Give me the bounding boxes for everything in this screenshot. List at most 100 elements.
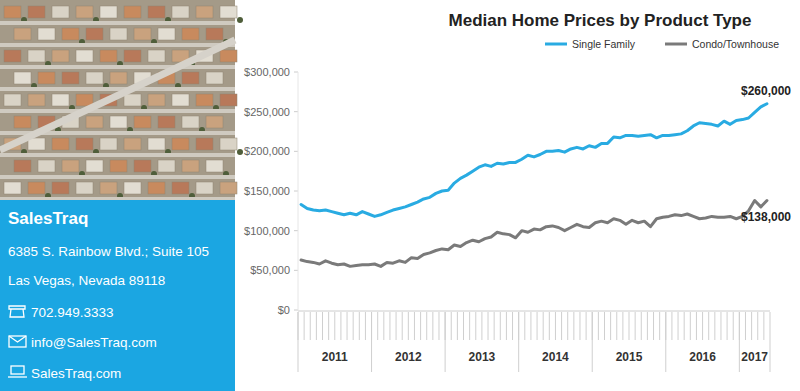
x-tick (757, 312, 758, 340)
annotation: $260,000 (741, 84, 791, 98)
x-tick (481, 312, 482, 340)
photo-house (100, 138, 117, 150)
photo-house (220, 50, 237, 62)
photo-house (206, 160, 223, 172)
photo-house (100, 6, 117, 18)
y-tick-label: $300,000 (244, 66, 290, 78)
x-tick (714, 312, 715, 340)
legend-label: Single Family (572, 38, 636, 50)
info-box: SalesTraq6385 S. Rainbow Blvd.; Suite 10… (0, 200, 235, 391)
x-tick (359, 312, 360, 340)
x-tick-label: 2013 (469, 350, 496, 364)
address-line: Las Vegas, Nevada 89118 (8, 273, 165, 288)
x-tick (549, 312, 550, 340)
x-tick (463, 312, 464, 340)
x-tick-label: 2016 (689, 350, 716, 364)
y-tick-label: $50,000 (250, 264, 290, 276)
info-box-bg (0, 200, 235, 391)
legend: Single FamilyCondo/Townhouse (545, 38, 779, 50)
photo-house (148, 94, 165, 106)
y-tick-label: $200,000 (244, 145, 290, 157)
x-tick (702, 312, 703, 340)
photo-house (28, 50, 45, 62)
email: info@SalesTraq.com (31, 335, 157, 350)
photo-house (76, 138, 93, 150)
x-tick (316, 312, 317, 340)
photo-house (196, 182, 213, 194)
x-group-separator (739, 312, 740, 372)
photo-house (196, 94, 213, 106)
photo-tree (237, 149, 243, 155)
x-tick (426, 312, 427, 340)
photo-house (124, 94, 141, 106)
x-tick (647, 312, 648, 340)
x-tick (512, 312, 513, 340)
photo-house (52, 50, 69, 62)
photo-road (0, 175, 235, 179)
photo-house (196, 6, 213, 18)
photo-house (4, 50, 21, 62)
web-icon-shape (8, 376, 27, 377)
x-tick (708, 312, 709, 340)
annotation: $138,000 (741, 210, 791, 224)
photo-house (206, 116, 223, 128)
x-tick (733, 312, 734, 340)
x-tick (383, 312, 384, 340)
photo-house (196, 138, 213, 150)
photo-road (0, 21, 235, 25)
x-tick-label: 2011 (322, 350, 348, 364)
x-tick (684, 312, 685, 340)
photo-house (158, 116, 175, 128)
photo-house (14, 116, 31, 128)
x-tick (328, 312, 329, 340)
x-axis-line (298, 311, 770, 312)
photo-house (124, 6, 141, 18)
photo-house (52, 182, 69, 194)
x-tick (389, 312, 390, 340)
x-tick (334, 312, 335, 340)
x-tick (347, 312, 348, 340)
web-icon-shape (11, 366, 24, 374)
y-tick-label: $0 (278, 304, 290, 316)
photo-house (220, 6, 237, 18)
y-tick (294, 230, 298, 231)
plot-area (301, 104, 767, 267)
photo-house (14, 28, 31, 40)
photo-house (220, 138, 237, 150)
x-tick (402, 312, 403, 340)
y-tick (294, 72, 298, 73)
x-tick (524, 312, 525, 340)
legend-swatch (665, 43, 687, 46)
x-tick (353, 312, 354, 340)
photo-house (124, 138, 141, 150)
photo-house (182, 28, 199, 40)
y-tick (294, 111, 298, 112)
phone-icon (9, 306, 25, 317)
photo-house (14, 160, 31, 172)
x-group-separator (592, 312, 593, 372)
chart: Median Home Prices by Product Type$0$50,… (244, 11, 791, 372)
photo-house (172, 6, 189, 18)
y-tick (294, 191, 298, 192)
x-tick (396, 312, 397, 340)
photo-ground (0, 0, 235, 200)
series-line (301, 201, 767, 267)
photo-house (38, 28, 55, 40)
x-axis: 2011201220132014201520162017 (298, 311, 770, 372)
photo-tree (237, 17, 243, 23)
photo-house (134, 28, 151, 40)
background (0, 0, 800, 391)
photo-house (62, 160, 79, 172)
x-tick (671, 312, 672, 340)
address-line: 6385 S. Rainbow Blvd.; Suite 105 (8, 244, 209, 259)
x-tick (488, 312, 489, 340)
email-icon (9, 336, 26, 347)
x-tick (751, 312, 752, 340)
x-tick (616, 312, 617, 340)
y-tick-label: $100,000 (244, 225, 290, 237)
x-tick (555, 312, 556, 340)
x-tick (641, 312, 642, 340)
x-tick (365, 312, 366, 340)
photo-house (38, 72, 55, 84)
x-tick (494, 312, 495, 340)
